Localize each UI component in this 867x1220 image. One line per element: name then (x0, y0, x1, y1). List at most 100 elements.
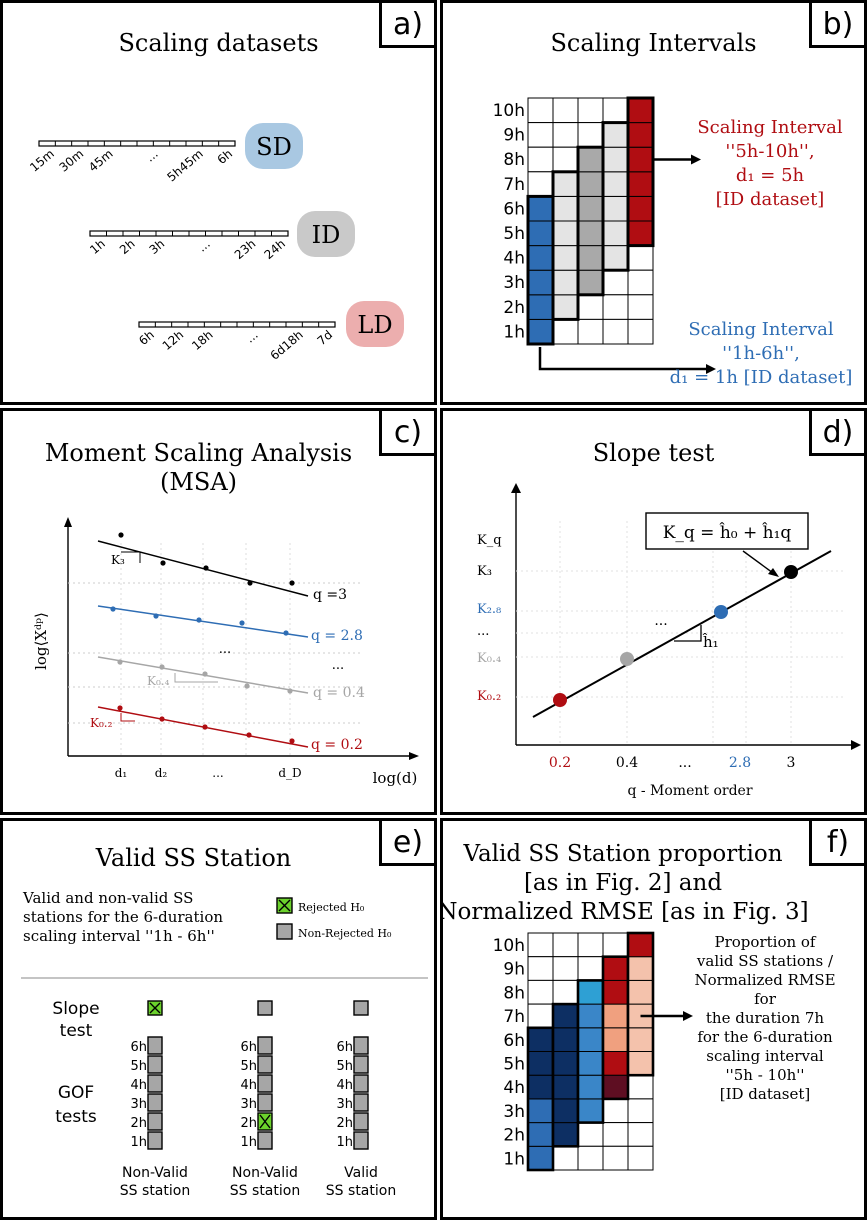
legend-rejected-label: Rejected H₀ (298, 901, 365, 914)
panel-b-label: b) (809, 3, 864, 48)
grid-cell (552, 1145, 579, 1171)
panel-c-title: Moment Scaling Analysis (44, 439, 353, 467)
x-tick-label: 0.4 (616, 755, 638, 771)
interval-cell (577, 171, 604, 197)
grid-cell (602, 269, 629, 296)
k-label: K₃ (111, 553, 125, 567)
grid-cell (527, 956, 554, 981)
value-cell (602, 956, 629, 981)
station-label: SS station (230, 1183, 300, 1199)
gof-row-label: 5h (130, 1059, 147, 1074)
note-line: scaling interval (706, 1047, 824, 1065)
gof-test-box (257, 1036, 273, 1055)
row-label: 7h (503, 175, 525, 195)
series-point (110, 606, 116, 612)
value-cell (552, 1003, 579, 1029)
interval-cell (577, 195, 604, 222)
series-point (117, 659, 123, 665)
panel-d: d) Slope test K_q K₃ K₂.₈... K₀.₄ K₀.₂ 0.2 0.4… (440, 408, 867, 815)
row-label: 9h (503, 960, 525, 980)
series-point (287, 688, 293, 694)
row-label: 8h (503, 150, 525, 170)
series-point (159, 716, 165, 722)
station-label: Non-Valid (122, 1165, 188, 1181)
series-label: q = 0.4 (313, 685, 365, 701)
interval-cell (527, 269, 554, 296)
gof-test-box (147, 1074, 163, 1093)
interval-cell (527, 318, 554, 345)
gof-row-label: 1h (130, 1135, 147, 1150)
series-point (246, 732, 252, 738)
series-line (97, 540, 309, 597)
y-arrow (64, 517, 72, 527)
gof-row-label: 4h (336, 1078, 353, 1093)
gof-test-box (257, 1074, 273, 1093)
grid-cell (577, 1145, 604, 1171)
interval-cell (552, 294, 579, 320)
panel-c: c) Moment Scaling Analysis (MSA) log⟨Xᵈᵖ… (0, 408, 437, 815)
panel-a-label: a) (379, 3, 434, 48)
series-point (202, 724, 208, 730)
id-tick-label: 3h (147, 237, 168, 258)
value-cell (527, 1074, 554, 1100)
interval-cell (602, 195, 629, 222)
panel-f: f) Valid SS Station proportion [as in Fig… (440, 818, 867, 1220)
interval-cell (627, 146, 654, 173)
panel-a-title: Scaling datasets (118, 29, 319, 57)
grid-cell (527, 122, 554, 148)
y-tick-label: K₂.₈ (477, 602, 501, 617)
k-step (174, 673, 218, 683)
interval-outline (626, 931, 655, 1077)
value-cell (627, 979, 654, 1005)
value-cell (552, 1098, 579, 1124)
gof-test-box (353, 1036, 369, 1055)
interval-cell (527, 245, 554, 271)
grid-cell (577, 122, 604, 148)
value-cell (527, 1122, 554, 1147)
series-point (244, 683, 250, 689)
grid-cell (602, 1098, 629, 1124)
series-point (153, 613, 159, 619)
series-point (117, 705, 123, 711)
y-axis-label: log⟨Xᵈᵖ⟩ (32, 612, 50, 670)
series-point (196, 617, 202, 623)
legend-x-icon (278, 899, 291, 912)
fit-line (532, 550, 832, 718)
blue-note-line: Scaling Interval (688, 319, 834, 340)
note-line: the duration 7h (706, 1009, 825, 1027)
interval-cell (627, 220, 654, 247)
description-line: stations for the 6-duration (23, 908, 223, 926)
value-cell (552, 1122, 579, 1147)
value-cell (577, 1003, 604, 1029)
value-cell (602, 1074, 629, 1100)
msa-plot: log⟨Xᵈᵖ⟩ log(d) d₁ d₂... d_D q =3 q = 2.8 q = 0… (32, 517, 419, 787)
id-tick-label: 2h (117, 237, 138, 258)
grid-cell (602, 932, 629, 958)
ld-tick-label: 12h (160, 328, 187, 353)
ld-tick-label: 6d18h (268, 328, 306, 363)
value-cell (627, 956, 654, 981)
gof-row-label: 6h (130, 1040, 147, 1055)
panel-b-title: Scaling Intervals (550, 29, 757, 57)
grid-cell (552, 122, 579, 148)
grid-cell (627, 294, 654, 320)
x-axis-label: log(d) (373, 769, 418, 787)
series-point (247, 580, 253, 586)
sd-tick-label: ... (143, 147, 161, 165)
row-label: 5h (503, 224, 525, 244)
id-tick-label: 23h (232, 237, 259, 262)
panel-c-label: c) (379, 411, 434, 456)
value-cell (527, 1145, 554, 1171)
grid-cell (627, 1098, 654, 1124)
interval-cell (627, 97, 654, 124)
row-label: 5h (503, 1055, 525, 1075)
x-arrow (851, 740, 861, 750)
x-axis-label: q - Moment order (627, 783, 752, 799)
x-arrow (409, 752, 419, 760)
gof-row-label: 1h (336, 1135, 353, 1150)
grid-cell (527, 932, 554, 958)
gof-row-label: 6h (336, 1040, 353, 1055)
description-line: Valid and non-valid SS (22, 889, 193, 907)
k-step (121, 551, 141, 563)
row-label: 2h (503, 298, 525, 318)
